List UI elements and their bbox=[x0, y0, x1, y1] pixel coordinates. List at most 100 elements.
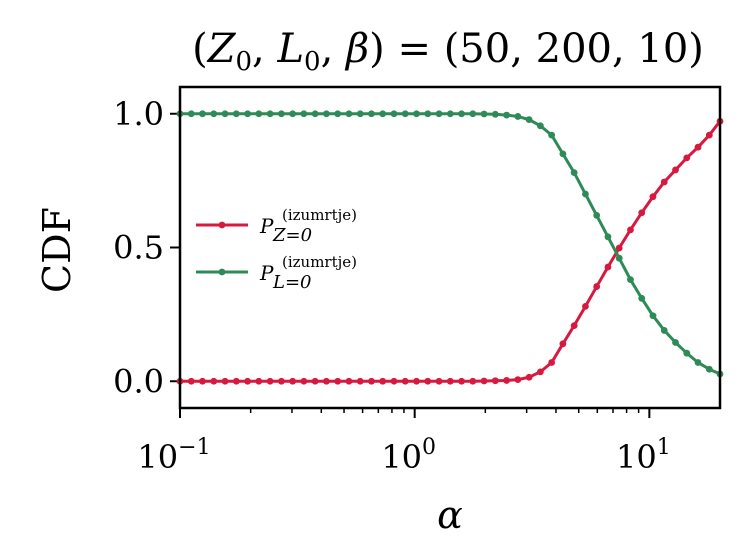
data-point-0 bbox=[469, 377, 477, 385]
data-point-1 bbox=[277, 110, 285, 118]
data-point-0 bbox=[435, 377, 443, 385]
data-point-1 bbox=[627, 276, 634, 283]
data-point-1 bbox=[458, 110, 465, 118]
data-point-1 bbox=[548, 131, 556, 139]
data-point-1 bbox=[435, 110, 443, 118]
data-point-1 bbox=[255, 110, 263, 118]
data-point-0 bbox=[615, 244, 623, 252]
chart-title: (Z0, L0, β) = (50, 200, 10) bbox=[192, 26, 704, 77]
data-point-0 bbox=[627, 226, 634, 234]
title-l: L bbox=[276, 26, 304, 72]
data-point-0 bbox=[548, 359, 556, 366]
y-ticks: 0.0 0.5 1.0 bbox=[113, 95, 180, 400]
data-point-0 bbox=[368, 377, 375, 385]
data-point-1 bbox=[311, 110, 319, 118]
data-point-1 bbox=[525, 116, 533, 124]
data-point-1 bbox=[424, 110, 432, 118]
data-point-1 bbox=[300, 110, 308, 118]
data-point-0 bbox=[446, 377, 454, 385]
data-point-0 bbox=[289, 377, 297, 385]
data-point-0 bbox=[570, 322, 578, 330]
data-point-1 bbox=[559, 150, 567, 158]
data-point-1 bbox=[491, 110, 499, 118]
data-point-1 bbox=[232, 110, 240, 118]
data-point-0 bbox=[277, 377, 285, 385]
data-point-0 bbox=[694, 143, 702, 151]
data-point-1 bbox=[210, 110, 218, 118]
y-tick-label: 1.0 bbox=[113, 95, 164, 133]
data-point-0 bbox=[514, 376, 522, 384]
data-point-0 bbox=[536, 368, 544, 376]
data-point-0 bbox=[593, 283, 601, 290]
y-tick-label: 0.5 bbox=[113, 229, 164, 267]
legend: P Z=0(izumrtje)P L=0(izumrtje) bbox=[196, 206, 357, 293]
data-point-1 bbox=[638, 294, 646, 302]
data-point-1 bbox=[289, 110, 297, 118]
data-point-1 bbox=[356, 110, 364, 118]
data-point-0 bbox=[379, 377, 387, 385]
data-point-0 bbox=[480, 377, 488, 385]
data-point-0 bbox=[503, 377, 510, 384]
x-axis-label: α bbox=[437, 493, 463, 537]
x-tick-label: 10−1 bbox=[137, 435, 210, 476]
data-point-0 bbox=[401, 377, 409, 385]
data-point-1 bbox=[368, 110, 375, 118]
title-z: Z bbox=[206, 26, 237, 72]
title-equals: ) = (50, 200, 10) bbox=[369, 26, 704, 72]
x-tick-label: 100 bbox=[381, 435, 436, 476]
data-point-0 bbox=[334, 377, 342, 385]
data-point-0 bbox=[356, 377, 364, 385]
data-point-1 bbox=[379, 110, 387, 118]
series-line-1 bbox=[180, 112, 721, 376]
data-point-1 bbox=[536, 122, 544, 130]
data-point-0 bbox=[604, 263, 612, 271]
data-point-0 bbox=[582, 302, 589, 310]
data-point-0 bbox=[390, 377, 398, 385]
x-ticks: 10−1 100 101 bbox=[137, 408, 671, 476]
data-point-0 bbox=[638, 209, 646, 217]
x-tick-label: 101 bbox=[616, 435, 671, 476]
data-point-1 bbox=[221, 110, 229, 118]
data-point-1 bbox=[604, 233, 612, 241]
data-point-1 bbox=[345, 110, 353, 118]
data-point-0 bbox=[255, 377, 263, 385]
data-point-1 bbox=[244, 110, 251, 118]
title-comma1: , bbox=[252, 26, 277, 72]
data-point-1 bbox=[401, 110, 409, 118]
legend-label-1: P bbox=[259, 261, 274, 285]
data-point-0 bbox=[187, 377, 195, 385]
title-z-sub: 0 bbox=[235, 47, 252, 77]
data-point-0 bbox=[525, 373, 533, 381]
title-open: ( bbox=[192, 26, 208, 72]
data-point-1 bbox=[514, 113, 522, 120]
title-comma2: , bbox=[321, 26, 346, 72]
data-point-1 bbox=[503, 111, 510, 119]
data-point-0 bbox=[266, 377, 274, 385]
data-point-1 bbox=[187, 110, 195, 118]
data-point-1 bbox=[446, 110, 454, 118]
data-point-0 bbox=[210, 377, 218, 385]
data-point-0 bbox=[323, 377, 330, 385]
x-tick-exp: −1 bbox=[178, 435, 210, 460]
x-tick-base: 10 bbox=[616, 438, 657, 476]
data-point-0 bbox=[683, 154, 691, 162]
data-point-0 bbox=[424, 377, 432, 385]
data-point-1 bbox=[672, 339, 679, 346]
x-tick-base: 10 bbox=[381, 438, 422, 476]
data-point-1 bbox=[469, 110, 477, 118]
data-point-1 bbox=[615, 254, 623, 262]
data-point-1 bbox=[660, 327, 668, 334]
legend-sup-0: (izumrtje) bbox=[282, 206, 357, 224]
data-point-0 bbox=[311, 377, 319, 385]
data-point-0 bbox=[221, 377, 229, 385]
series-line-0 bbox=[180, 120, 722, 383]
data-point-1 bbox=[582, 190, 589, 198]
plot-frame bbox=[178, 85, 722, 410]
data-point-0 bbox=[649, 193, 657, 201]
y-tick-label: 0.0 bbox=[113, 362, 164, 400]
data-point-0 bbox=[660, 178, 668, 186]
y-axis-label: CDF bbox=[35, 207, 79, 293]
legend-marker-0 bbox=[218, 221, 226, 229]
data-point-0 bbox=[232, 377, 240, 385]
